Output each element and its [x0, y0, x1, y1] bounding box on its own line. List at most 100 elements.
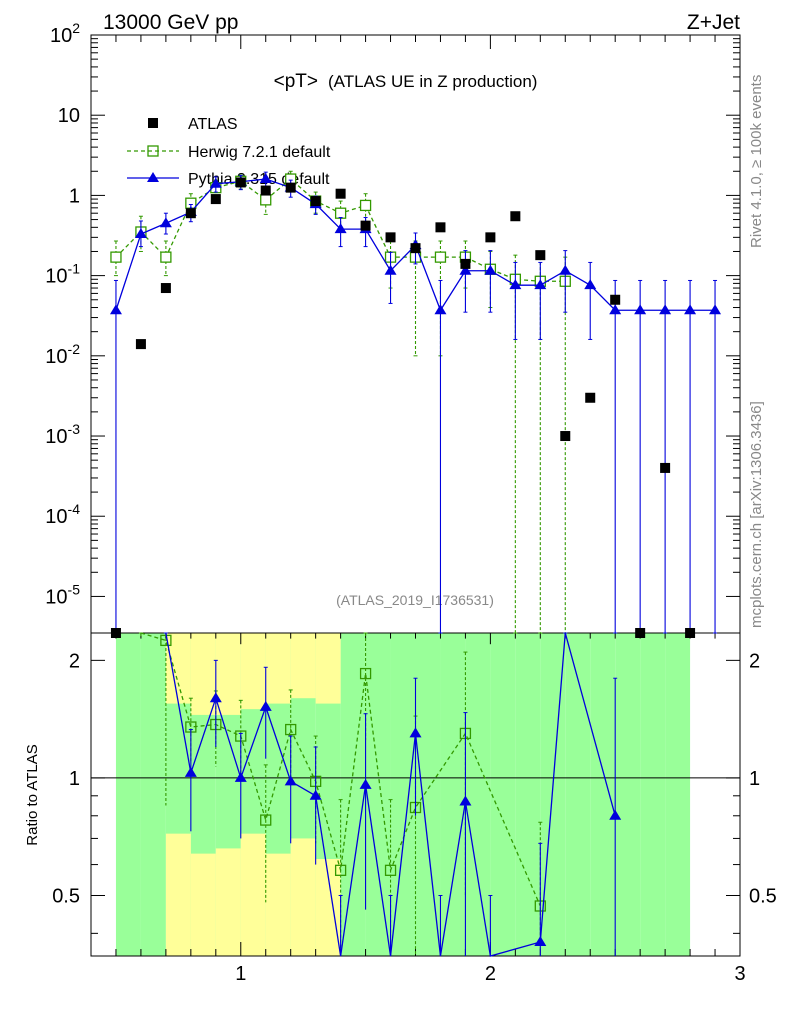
- main-title-symbol: <pT>: [274, 71, 318, 92]
- ratio-y-axis: 0.5 0.5 1 1 2 2: [52, 650, 777, 934]
- ratio-point: [184, 766, 197, 777]
- band-yellow-high-7: [290, 633, 316, 699]
- atlas-point: [135, 339, 146, 350]
- data-point: [359, 199, 372, 212]
- ratio-point: [284, 775, 297, 786]
- data-point: [609, 304, 622, 315]
- atlas-point: [235, 177, 246, 188]
- y-tick-base: 10-4: [45, 501, 80, 528]
- y-tick-base: 1: [69, 185, 80, 207]
- band-yellow-high-6: [265, 633, 291, 704]
- data-point: [209, 177, 222, 188]
- band-yellow-low-7: [290, 838, 316, 956]
- band-yellow-high-5: [240, 633, 266, 710]
- data-point: [159, 217, 172, 228]
- atlas-point: [335, 188, 346, 199]
- atlas-point: [210, 194, 221, 205]
- y-tick-base: 10-1: [45, 261, 80, 288]
- ratio-pythia-series: [163, 632, 622, 957]
- y-tick-base: 10-5: [45, 581, 80, 608]
- data-point: [509, 279, 522, 290]
- ratio-tick-label-left: 1: [69, 768, 80, 790]
- data-point: [134, 228, 147, 239]
- data-point: [259, 173, 272, 184]
- data-point: [110, 251, 122, 263]
- ratio-point: [259, 700, 272, 711]
- atlas-point: [160, 283, 171, 294]
- rivet-label: Rivet 4.1.0, ≥ 100k events: [748, 75, 765, 248]
- data-point: [260, 194, 272, 206]
- main-y-axis: 102 10 1 10-1 10-2 10-3 10-4 10-5: [45, 20, 740, 608]
- data-point: [160, 251, 172, 263]
- data-point: [709, 304, 722, 315]
- y-tick-base: 10: [58, 105, 80, 127]
- ratio-point: [534, 936, 547, 947]
- band-yellow-high-8: [315, 633, 341, 704]
- ratio-point: [609, 809, 622, 820]
- band-green-14: [465, 633, 491, 956]
- data-point: [684, 304, 697, 315]
- band-yellow-low-2: [165, 833, 191, 956]
- atlas-point: [435, 222, 446, 233]
- ratio-bands: [115, 633, 691, 956]
- ratio-point: [409, 727, 422, 738]
- band-yellow-low-6: [265, 853, 291, 956]
- ratio-point: [234, 771, 247, 782]
- ratio-series-line: [140, 632, 541, 907]
- band-yellow-low-5: [240, 833, 266, 956]
- ratio-point: [359, 778, 372, 789]
- x-tick-label: 3: [734, 963, 745, 985]
- atlas-point: [410, 243, 421, 254]
- band-yellow-high-3: [190, 633, 216, 715]
- band-green-20: [615, 633, 641, 956]
- ratio-point: [285, 723, 297, 736]
- data-point: [484, 264, 497, 275]
- atlas-point: [185, 208, 196, 219]
- legend-label-herwig: Herwig 7.2.1 default: [188, 144, 331, 161]
- data-point: [384, 264, 397, 275]
- data-point: [109, 304, 122, 315]
- legend-entry-atlas: ATLAS: [148, 116, 238, 133]
- data-point: [434, 304, 447, 315]
- atlas-point: [460, 258, 471, 269]
- main-y-tick-label: 10-5: [45, 581, 80, 608]
- atlas-point: [485, 232, 496, 243]
- atlas-point: [360, 220, 371, 231]
- band-green-12: [415, 633, 441, 956]
- main-y-tick-label: 102: [50, 20, 80, 47]
- atlas-point: [535, 250, 546, 261]
- ratio-point: [309, 789, 322, 800]
- data-point: [434, 251, 447, 263]
- data-point: [334, 223, 347, 234]
- atlas-point: [585, 392, 596, 403]
- ratio-tick-label-right: 0.5: [749, 886, 777, 908]
- band-yellow-high-4: [215, 633, 241, 715]
- ratio-tick-label-right: 1: [749, 768, 760, 790]
- legend-label-atlas: ATLAS: [188, 116, 238, 133]
- band-green-22: [665, 633, 691, 956]
- atlas-point: [635, 628, 646, 638]
- process-label: Z+Jet: [687, 11, 740, 34]
- main-title: <pT> (ATLAS UE in Z production): [274, 71, 538, 92]
- data-point: [659, 304, 672, 315]
- atlas-point: [310, 196, 321, 207]
- ratio-point: [334, 864, 347, 876]
- atlas-point: [685, 628, 696, 638]
- atlas-point: [110, 628, 121, 638]
- band-green-9: [340, 633, 366, 956]
- main-pythia-series: [109, 171, 722, 634]
- ratio-point: [359, 667, 372, 680]
- band-green-19: [590, 633, 616, 956]
- y-tick-base: 10-2: [45, 341, 80, 368]
- band-green-15: [490, 633, 516, 956]
- x-tick-label: 1: [235, 963, 246, 985]
- energy-label: 13000 GeV pp: [103, 11, 238, 34]
- legend-marker-herwig: [147, 145, 159, 157]
- atlas-point: [285, 182, 296, 193]
- ratio-tick-label-left: 2: [69, 650, 80, 672]
- ratio-tick-label-left: 0.5: [52, 886, 80, 908]
- band-green-16: [515, 633, 541, 956]
- legend-entry-pythia: Pythia 8.315 default: [127, 171, 330, 188]
- legend: ATLAS Herwig 7.2.1 default Pythia 8.315 …: [127, 116, 331, 188]
